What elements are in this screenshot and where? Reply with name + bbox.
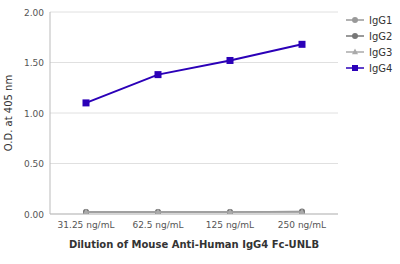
legend-label: IgG2 [369, 31, 392, 42]
grid-line [50, 62, 338, 63]
x-axis-line [50, 214, 338, 215]
data-point [155, 71, 162, 78]
legend: IgG1 IgG2 IgG3 IgG4 [346, 15, 392, 74]
grid [50, 12, 338, 214]
legend-marker [352, 17, 358, 23]
data-point [155, 209, 161, 214]
x-tick-label: 62.5 ng/mL [132, 220, 183, 230]
grid-line [50, 12, 338, 13]
series-line [86, 44, 302, 103]
data-point [83, 209, 89, 214]
series-line [86, 211, 302, 212]
grid-line [50, 113, 338, 114]
legend-marker [352, 33, 358, 39]
grid-line [50, 163, 338, 164]
legend-marker [352, 65, 358, 71]
y-tick-label: 2.00 [24, 8, 44, 18]
chart: 0.00 0.50 1.00 1.50 2.00 31.25 ng/mL 62.5 ng/m… [0, 0, 400, 264]
data-point [299, 41, 306, 48]
data-point [227, 209, 233, 214]
y-axis-line [50, 12, 51, 214]
data-point [227, 57, 234, 64]
data-point [299, 208, 305, 214]
legend-marker [352, 49, 358, 55]
plot-data [83, 41, 306, 214]
legend-label: IgG1 [369, 15, 392, 26]
grid-line [50, 214, 338, 215]
data-point [83, 99, 90, 106]
legend-label: IgG4 [369, 63, 392, 74]
y-tick-label: 1.00 [24, 109, 44, 119]
x-tick-label: 250 ng/mL [278, 220, 326, 230]
chart-container: 0.00 0.50 1.00 1.50 2.00 31.25 ng/mL 62.5 ng/m… [0, 0, 400, 264]
y-tick-label: 0.50 [24, 159, 44, 169]
x-tick-label: 125 ng/mL [206, 220, 254, 230]
x-tick-label: 31.25 ng/mL [58, 220, 115, 230]
series-line [86, 211, 302, 212]
series-line [86, 211, 302, 213]
x-axis-label: Dilution of Mouse Anti-Human IgG4 Fc-UNL… [69, 239, 319, 250]
legend-label: IgG3 [369, 47, 392, 58]
y-axis-label: O.D. at 405 nm [3, 75, 14, 151]
data-point [299, 209, 305, 214]
y-tick-label: 0.00 [24, 210, 44, 220]
y-tick-label: 1.50 [24, 58, 44, 68]
